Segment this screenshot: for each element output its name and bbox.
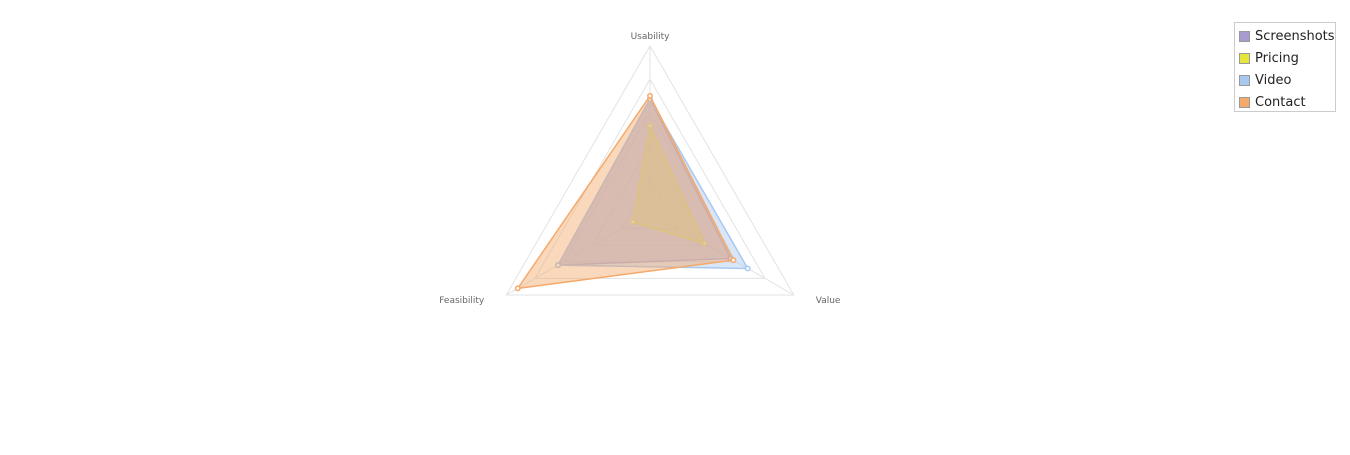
legend-item-video[interactable]: Video xyxy=(1235,69,1335,91)
legend: Screenshots Pricing Video Contact xyxy=(1234,22,1336,112)
data-point xyxy=(647,122,653,129)
axis-labels: Usability Value Feasibility xyxy=(439,32,841,306)
data-point xyxy=(730,257,737,264)
legend-item-pricing[interactable]: Pricing xyxy=(1235,47,1335,69)
legend-swatch xyxy=(1239,52,1250,64)
data-point xyxy=(629,219,636,225)
legend-label: Pricing xyxy=(1255,50,1299,66)
series-area xyxy=(556,97,750,270)
data-point xyxy=(555,262,561,269)
grid-spoke xyxy=(649,211,795,296)
series-video xyxy=(555,96,751,272)
series-area xyxy=(631,123,707,245)
series-pricing xyxy=(629,122,708,247)
legend-item-contact[interactable]: Contact xyxy=(1235,91,1335,113)
legend-swatch xyxy=(1239,30,1250,42)
legend-swatch xyxy=(1239,96,1250,108)
series-layer xyxy=(514,92,751,292)
data-point xyxy=(514,285,521,292)
axis-label-usability: Usability xyxy=(631,32,671,42)
grid-spoke xyxy=(505,211,651,296)
axis-label-value: Value xyxy=(816,296,841,306)
series-contact xyxy=(514,92,737,292)
data-point xyxy=(701,240,708,247)
legend-label: Screenshots xyxy=(1255,28,1335,44)
grid-ring xyxy=(591,144,709,246)
series-area xyxy=(516,94,735,290)
axis-label-feasibility: Feasibility xyxy=(439,296,485,306)
legend-label: Contact xyxy=(1255,94,1306,110)
grid-ring xyxy=(505,44,795,296)
legend-item-screenshots[interactable]: Screenshots xyxy=(1235,25,1335,47)
legend-label: Video xyxy=(1255,72,1292,88)
data-point xyxy=(647,92,653,99)
legend-swatch xyxy=(1239,74,1250,86)
data-point xyxy=(744,265,751,272)
